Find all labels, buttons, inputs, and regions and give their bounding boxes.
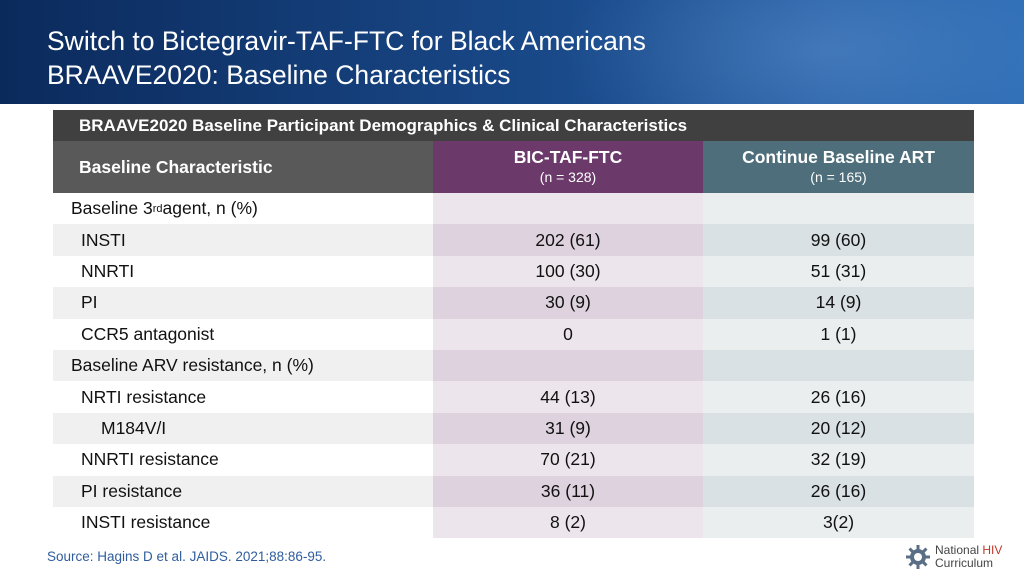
table-header-row: Baseline Characteristic BIC-TAF-FTC (n =…	[53, 141, 974, 193]
table-row: PI resistance 36 (11) 26 (16)	[53, 475, 974, 507]
cell-cont: 20 (12)	[703, 412, 974, 445]
gear-logo-icon	[906, 545, 930, 569]
header-continue-art: Continue Baseline ART (n = 165)	[703, 141, 974, 193]
table-row: CCR5 antagonist 0 1 (1)	[53, 318, 974, 350]
cell-cont: 1 (1)	[703, 318, 974, 350]
header-bic-title: BIC-TAF-FTC	[513, 147, 623, 167]
row-label: NRTI resistance	[53, 381, 433, 413]
row-label: PI resistance	[53, 475, 433, 507]
cell-bic: 30 (9)	[433, 287, 703, 319]
cell-bic: 70 (21)	[433, 444, 703, 476]
cell-cont: 26 (16)	[703, 381, 974, 413]
table-row: NNRTI resistance 70 (21) 32 (19)	[53, 444, 974, 476]
slide-title-line1: Switch to Bictegravir-TAF-FTC for Black …	[47, 26, 646, 56]
characteristics-table: BRAAVE2020 Baseline Participant Demograp…	[53, 110, 974, 539]
cell-cont: 26 (16)	[703, 475, 974, 507]
national-hiv-curriculum-logo: National HIV Curriculum	[905, 544, 1002, 570]
table-banner: BRAAVE2020 Baseline Participant Demograp…	[53, 110, 974, 141]
header-cont-n: (n = 165)	[810, 169, 867, 185]
row-label: NNRTI resistance	[53, 444, 433, 476]
title-banner: Switch to Bictegravir-TAF-FTC for Black …	[0, 0, 1024, 104]
cell-cont	[703, 349, 974, 382]
cell-bic: 44 (13)	[433, 381, 703, 413]
header-cont-title: Continue Baseline ART	[742, 147, 935, 167]
row-label: Baseline ARV resistance, n (%)	[53, 349, 433, 382]
cell-cont	[703, 193, 974, 225]
cell-cont: 32 (19)	[703, 444, 974, 476]
table-row: PI 30 (9) 14 (9)	[53, 287, 974, 319]
row-label: INSTI	[53, 224, 433, 256]
cell-cont: 3(2)	[703, 506, 974, 539]
row-label: INSTI resistance	[53, 506, 433, 539]
header-bic-taf-ftc: BIC-TAF-FTC (n = 328)	[433, 141, 703, 193]
header-baseline-characteristic: Baseline Characteristic	[53, 141, 433, 193]
cell-bic: 8 (2)	[433, 506, 703, 539]
cell-bic	[433, 349, 703, 382]
header-bic-n: (n = 328)	[539, 169, 597, 185]
row-label: NNRTI	[53, 255, 433, 288]
cell-bic: 36 (11)	[433, 475, 703, 507]
source-citation: Source: Hagins D et al. JAIDS. 2021;88:8…	[47, 549, 327, 564]
cell-bic: 202 (61)	[433, 224, 703, 256]
cell-bic: 31 (9)	[433, 412, 703, 445]
cell-bic: 0	[433, 318, 703, 350]
cell-cont: 14 (9)	[703, 287, 974, 319]
table-row: M184V/I 31 (9) 20 (12)	[53, 412, 974, 445]
row-label: PI	[53, 287, 433, 319]
row-label: CCR5 antagonist	[53, 318, 433, 350]
table-row: Baseline ARV resistance, n (%)	[53, 349, 974, 382]
table-row: NRTI resistance 44 (13) 26 (16)	[53, 381, 974, 413]
slide-title: Switch to Bictegravir-TAF-FTC for Black …	[47, 24, 646, 92]
row-label: M184V/I	[53, 412, 433, 445]
table-row: NNRTI 100 (30) 51 (31)	[53, 255, 974, 288]
table-row: INSTI 202 (61) 99 (60)	[53, 224, 974, 256]
cell-bic	[433, 193, 703, 225]
cell-cont: 51 (31)	[703, 255, 974, 288]
cell-cont: 99 (60)	[703, 224, 974, 256]
slide-title-line2: BRAAVE2020: Baseline Characteristics	[47, 60, 511, 90]
table-row: INSTI resistance 8 (2) 3(2)	[53, 506, 974, 539]
logo-text: National HIV Curriculum	[935, 543, 1003, 570]
cell-bic: 100 (30)	[433, 255, 703, 288]
